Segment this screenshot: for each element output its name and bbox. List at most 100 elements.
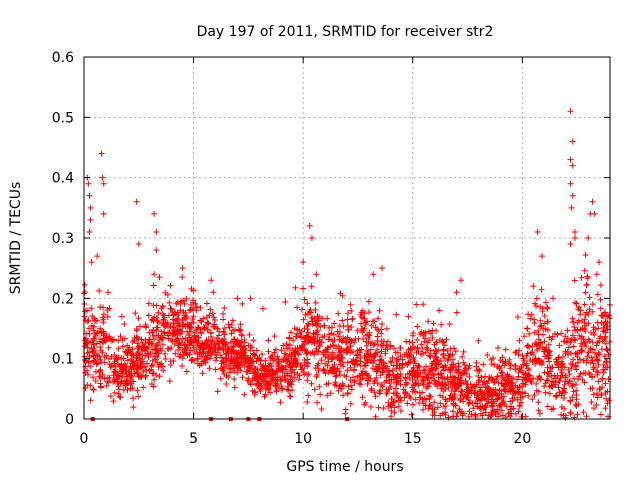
data-point	[130, 378, 137, 385]
data-point	[174, 309, 181, 316]
data-point	[267, 366, 274, 373]
data-point	[401, 351, 408, 358]
data-point	[409, 346, 416, 353]
data-point	[498, 390, 505, 397]
data-point	[176, 339, 183, 346]
data-point	[135, 348, 142, 355]
data-point	[265, 373, 272, 380]
data-point	[209, 310, 216, 317]
data-point-outlier	[567, 241, 574, 248]
data-point-outlier	[87, 216, 94, 223]
data-point	[601, 336, 608, 343]
data-point	[98, 347, 105, 354]
data-point	[179, 274, 186, 281]
data-point	[155, 309, 162, 316]
data-point	[533, 295, 540, 302]
data-point	[258, 384, 265, 391]
data-point	[585, 369, 592, 376]
data-point	[192, 326, 199, 333]
data-point	[214, 388, 221, 395]
data-point	[241, 391, 248, 398]
data-point	[128, 360, 135, 367]
data-point	[327, 390, 334, 397]
data-point	[426, 395, 433, 402]
x-tick-label: 20	[513, 431, 531, 447]
data-point	[602, 358, 609, 365]
data-point	[339, 292, 346, 299]
data-point	[540, 325, 547, 332]
data-point	[139, 352, 146, 359]
data-point	[559, 390, 566, 397]
data-point	[154, 324, 161, 331]
data-point	[148, 317, 155, 324]
data-point	[339, 317, 346, 324]
data-point	[211, 317, 218, 324]
data-point	[273, 388, 280, 395]
data-point	[321, 322, 328, 329]
data-point	[604, 400, 611, 407]
data-point	[388, 376, 395, 383]
data-point	[220, 346, 227, 353]
data-point	[253, 347, 260, 354]
data-point	[81, 313, 88, 320]
data-point	[319, 315, 326, 322]
data-point	[335, 333, 342, 340]
data-point	[545, 355, 552, 362]
data-point	[364, 375, 371, 382]
data-point	[529, 349, 536, 356]
data-point	[304, 349, 311, 356]
data-point	[574, 359, 581, 366]
data-point	[479, 381, 486, 388]
data-point	[450, 413, 457, 420]
data-point	[371, 389, 378, 396]
data-point	[172, 350, 179, 357]
data-point	[359, 394, 366, 401]
data-point	[336, 368, 343, 375]
data-point	[539, 343, 546, 350]
data-point	[84, 338, 91, 345]
data-point-outlier	[550, 295, 557, 302]
data-point	[454, 385, 461, 392]
data-point	[272, 382, 279, 389]
data-point	[347, 377, 354, 384]
data-point	[375, 315, 382, 322]
data-point	[366, 332, 373, 339]
data-point	[488, 389, 495, 396]
data-point	[351, 360, 358, 367]
data-point	[101, 354, 108, 361]
data-point	[336, 349, 343, 356]
data-point	[439, 375, 446, 382]
data-point	[438, 358, 445, 365]
data-point	[150, 302, 157, 309]
data-point	[453, 367, 460, 374]
data-point	[355, 335, 362, 342]
data-point	[193, 303, 200, 310]
data-point	[330, 331, 337, 338]
data-point	[441, 355, 448, 362]
data-point	[544, 318, 551, 325]
data-point	[594, 319, 601, 326]
data-point	[590, 324, 597, 331]
data-point	[507, 398, 514, 405]
data-point	[542, 299, 549, 306]
data-point	[470, 405, 477, 412]
data-point	[204, 319, 211, 326]
data-point	[167, 282, 174, 289]
data-point	[546, 390, 553, 397]
data-point	[553, 392, 560, 399]
data-point	[324, 354, 331, 361]
data-point	[131, 361, 138, 368]
data-point	[564, 348, 571, 355]
data-point	[440, 339, 447, 346]
data-point	[288, 373, 295, 380]
data-point	[529, 396, 536, 403]
data-point	[594, 390, 601, 397]
data-point	[273, 368, 280, 375]
data-point	[159, 341, 166, 348]
data-point	[499, 412, 506, 419]
data-point	[485, 412, 492, 419]
data-point	[407, 351, 414, 358]
data-point	[111, 389, 118, 396]
data-point	[543, 377, 550, 384]
data-point	[100, 304, 107, 311]
